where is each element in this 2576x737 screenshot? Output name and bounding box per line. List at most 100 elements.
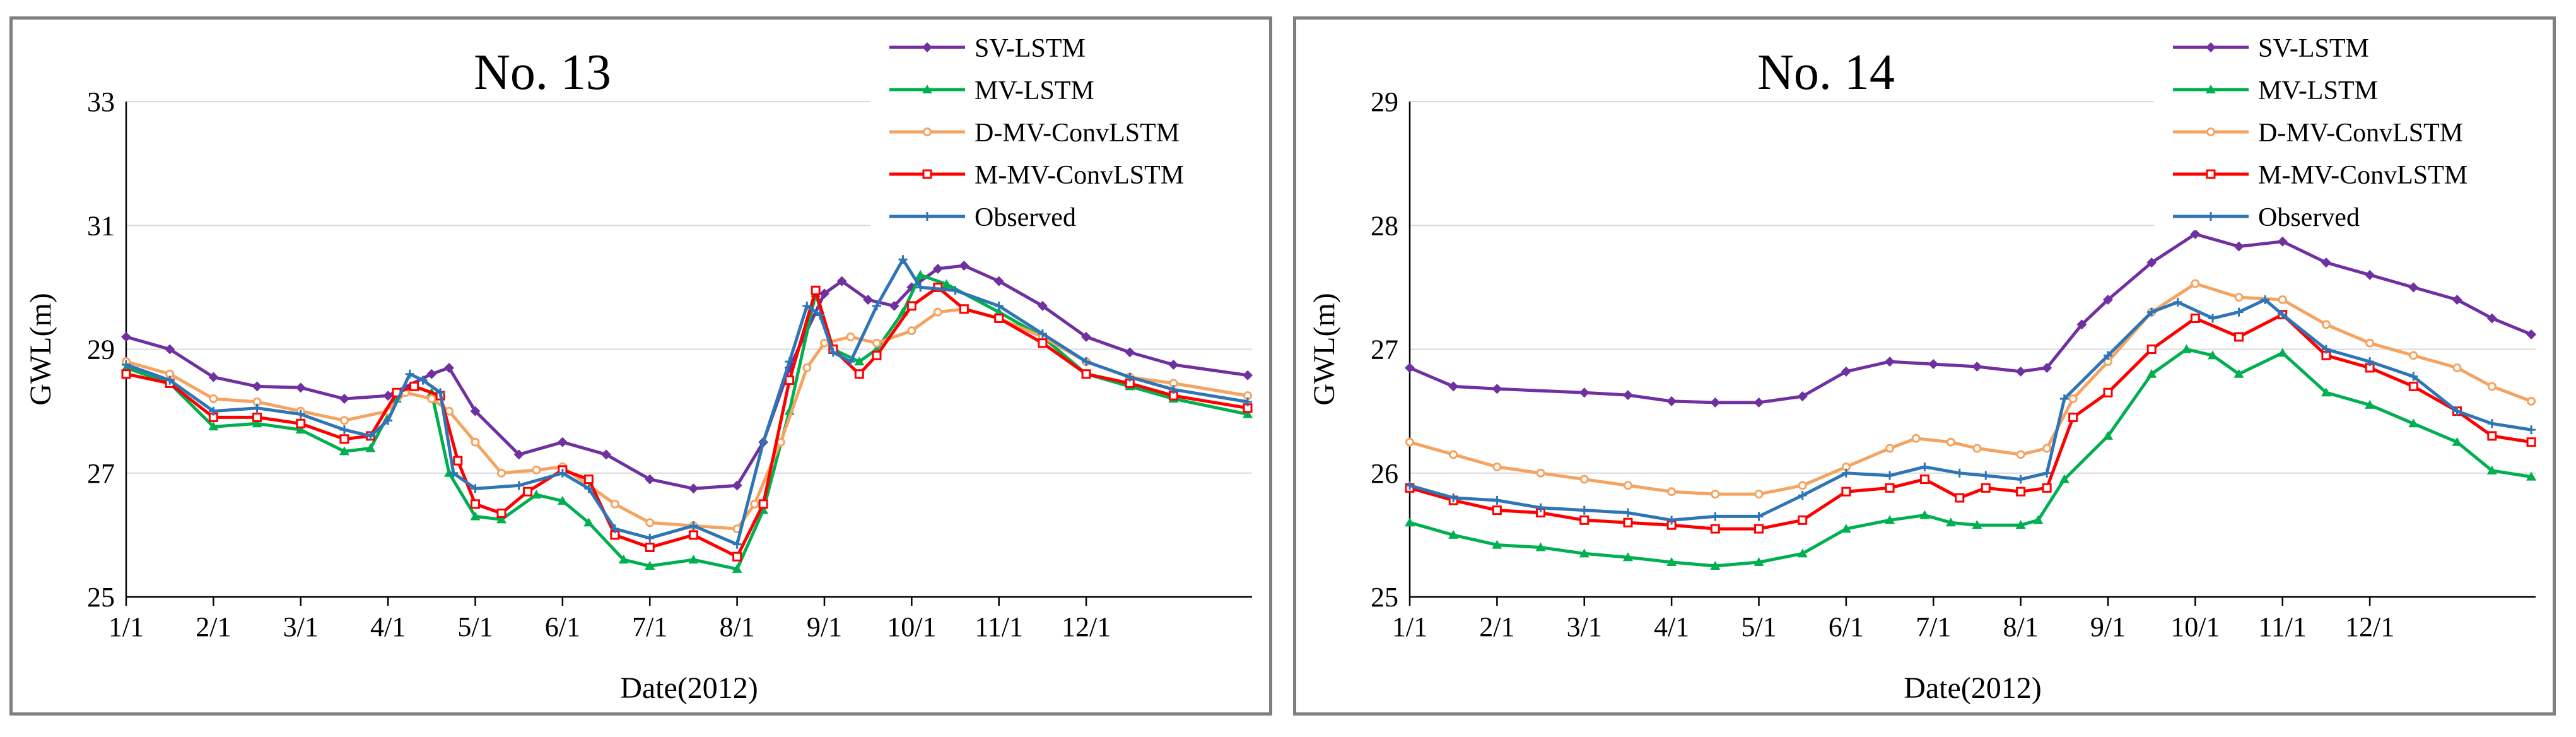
legend-marker-mv-lstm [2206, 85, 2216, 93]
legend-label-observed: Observed [975, 203, 1076, 232]
x-tick-label: 1/1 [108, 611, 144, 642]
x-tick-label: 6/1 [1829, 611, 1864, 642]
data-point-mv-lstm [1243, 409, 1253, 418]
data-point-observed [1038, 329, 1047, 338]
data-point-m-mv-convlstm [2103, 387, 2113, 398]
data-point-mv-lstm [854, 357, 865, 366]
data-point-mv-lstm [2365, 399, 2375, 409]
data-point-mv-lstm [557, 495, 568, 505]
data-point-observed [732, 539, 742, 549]
data-point-m-mv-convlstm [1919, 475, 1929, 485]
y-tick-label: 29 [1371, 86, 1398, 117]
data-point-m-mv-convlstm [2190, 313, 2200, 323]
data-point-mv-lstm [1535, 542, 1546, 551]
data-point-m-mv-convlstm [121, 369, 131, 379]
data-point-m-mv-convlstm [1038, 338, 1048, 348]
data-point-observed [2365, 357, 2375, 367]
data-point-sv-lstm [383, 391, 394, 401]
data-point-d-mv-convlstm [339, 416, 349, 425]
data-point-sv-lstm [1125, 347, 1135, 358]
data-point-observed [383, 416, 393, 425]
data-point-sv-lstm [1081, 331, 1092, 342]
data-point-observed [1955, 468, 1964, 478]
data-point-observed [296, 410, 305, 419]
data-point-mv-lstm [496, 514, 506, 524]
data-point-d-mv-convlstm [2365, 338, 2375, 348]
legend-label-sv-lstm: SV-LSTM [975, 34, 1086, 63]
data-point-observed [1754, 512, 1764, 521]
data-point-observed [2147, 307, 2157, 317]
data-point-observed [2016, 475, 2025, 484]
data-point-mv-lstm [1885, 515, 1895, 524]
legend-label-observed: Observed [2258, 203, 2360, 232]
data-point-observed [418, 375, 428, 385]
data-point-observed [405, 369, 414, 379]
data-point-sv-lstm [1710, 397, 1721, 408]
series-line-d-mv-convlstm [1409, 282, 2532, 496]
x-tick-label: 11/1 [975, 611, 1023, 642]
data-point-sv-lstm [889, 300, 899, 311]
x-tick-label: 2/1 [1479, 611, 1514, 642]
x-tick-label: 9/1 [807, 611, 842, 642]
data-point-d-mv-convlstm [2452, 363, 2462, 372]
data-point-mv-lstm [2146, 369, 2157, 378]
data-point-observed [339, 425, 349, 435]
data-point-mv-lstm [732, 563, 742, 573]
data-point-m-mv-convlstm [2042, 483, 2052, 493]
legend-marker-observed [2206, 212, 2215, 221]
data-point-d-mv-convlstm [846, 332, 855, 341]
data-point-observed [436, 388, 445, 398]
data-point-d-mv-convlstm [2321, 320, 2331, 329]
data-point-sv-lstm [2526, 329, 2537, 339]
data-point-d-mv-convlstm [2191, 279, 2200, 288]
data-point-mv-lstm [208, 422, 219, 431]
chart-no14: 25 26 27 28 29 1/1 2/1 3/1 4/1 5/1 6/1 7/1 8/1 9/1 10/… [1308, 22, 2553, 705]
data-point-observed [872, 301, 881, 310]
data-point-m-mv-convlstm [252, 412, 262, 422]
data-point-sv-lstm [993, 276, 1004, 286]
data-point-d-mv-convlstm [1911, 433, 1921, 443]
data-point-mv-lstm [2526, 471, 2537, 481]
data-point-sv-lstm [1885, 357, 1895, 367]
data-point-mv-lstm [470, 511, 481, 521]
x-axis-label: Date(2012) [1904, 671, 2042, 705]
series-observed [1405, 295, 2536, 525]
data-point-observed [2042, 468, 2052, 478]
data-point-observed [2487, 419, 2497, 428]
data-point-d-mv-convlstm [2234, 293, 2244, 302]
y-tick-label: 33 [87, 86, 115, 117]
data-point-m-mv-convlstm [470, 499, 480, 509]
x-tick-label: 5/1 [1741, 611, 1776, 642]
data-point-sv-lstm [732, 480, 742, 491]
data-point-m-mv-convlstm [1753, 524, 1764, 534]
data-point-sv-lstm [1666, 396, 1677, 406]
y-tick-label: 28 [1371, 210, 1398, 241]
data-point-sv-lstm [1841, 366, 1851, 377]
data-point-observed [1449, 493, 1458, 502]
data-point-d-mv-convlstm [907, 326, 916, 336]
data-point-m-mv-convlstm [1885, 483, 1895, 493]
data-point-observed [846, 357, 855, 367]
data-point-sv-lstm [2076, 319, 2087, 330]
data-point-d-mv-convlstm [1405, 437, 1414, 447]
data-point-sv-lstm [819, 288, 829, 299]
data-point-mv-lstm [2277, 348, 2288, 357]
data-point-mv-lstm [1972, 520, 1982, 529]
data-point-m-mv-convlstm [2068, 412, 2078, 422]
data-point-mv-lstm [2408, 418, 2419, 428]
x-tick-label: 12/1 [1062, 611, 1111, 642]
data-point-mv-lstm [941, 279, 952, 288]
legend-background [870, 22, 1269, 230]
x-tick-label: 12/1 [2345, 611, 2394, 642]
data-point-m-mv-convlstm [811, 285, 821, 295]
data-point-m-mv-convlstm [2408, 381, 2418, 391]
data-point-m-mv-convlstm [1841, 486, 1851, 497]
data-point-d-mv-convlstm [2409, 351, 2418, 360]
data-point-d-mv-convlstm [1885, 444, 1895, 453]
data-point-observed [1536, 503, 1545, 512]
data-point-sv-lstm [1448, 381, 1459, 392]
y-tick-label: 27 [87, 458, 115, 489]
legend-marker-observed [923, 212, 932, 221]
series-m-mv-convlstm [121, 282, 1253, 562]
data-point-d-mv-convlstm [819, 338, 829, 348]
